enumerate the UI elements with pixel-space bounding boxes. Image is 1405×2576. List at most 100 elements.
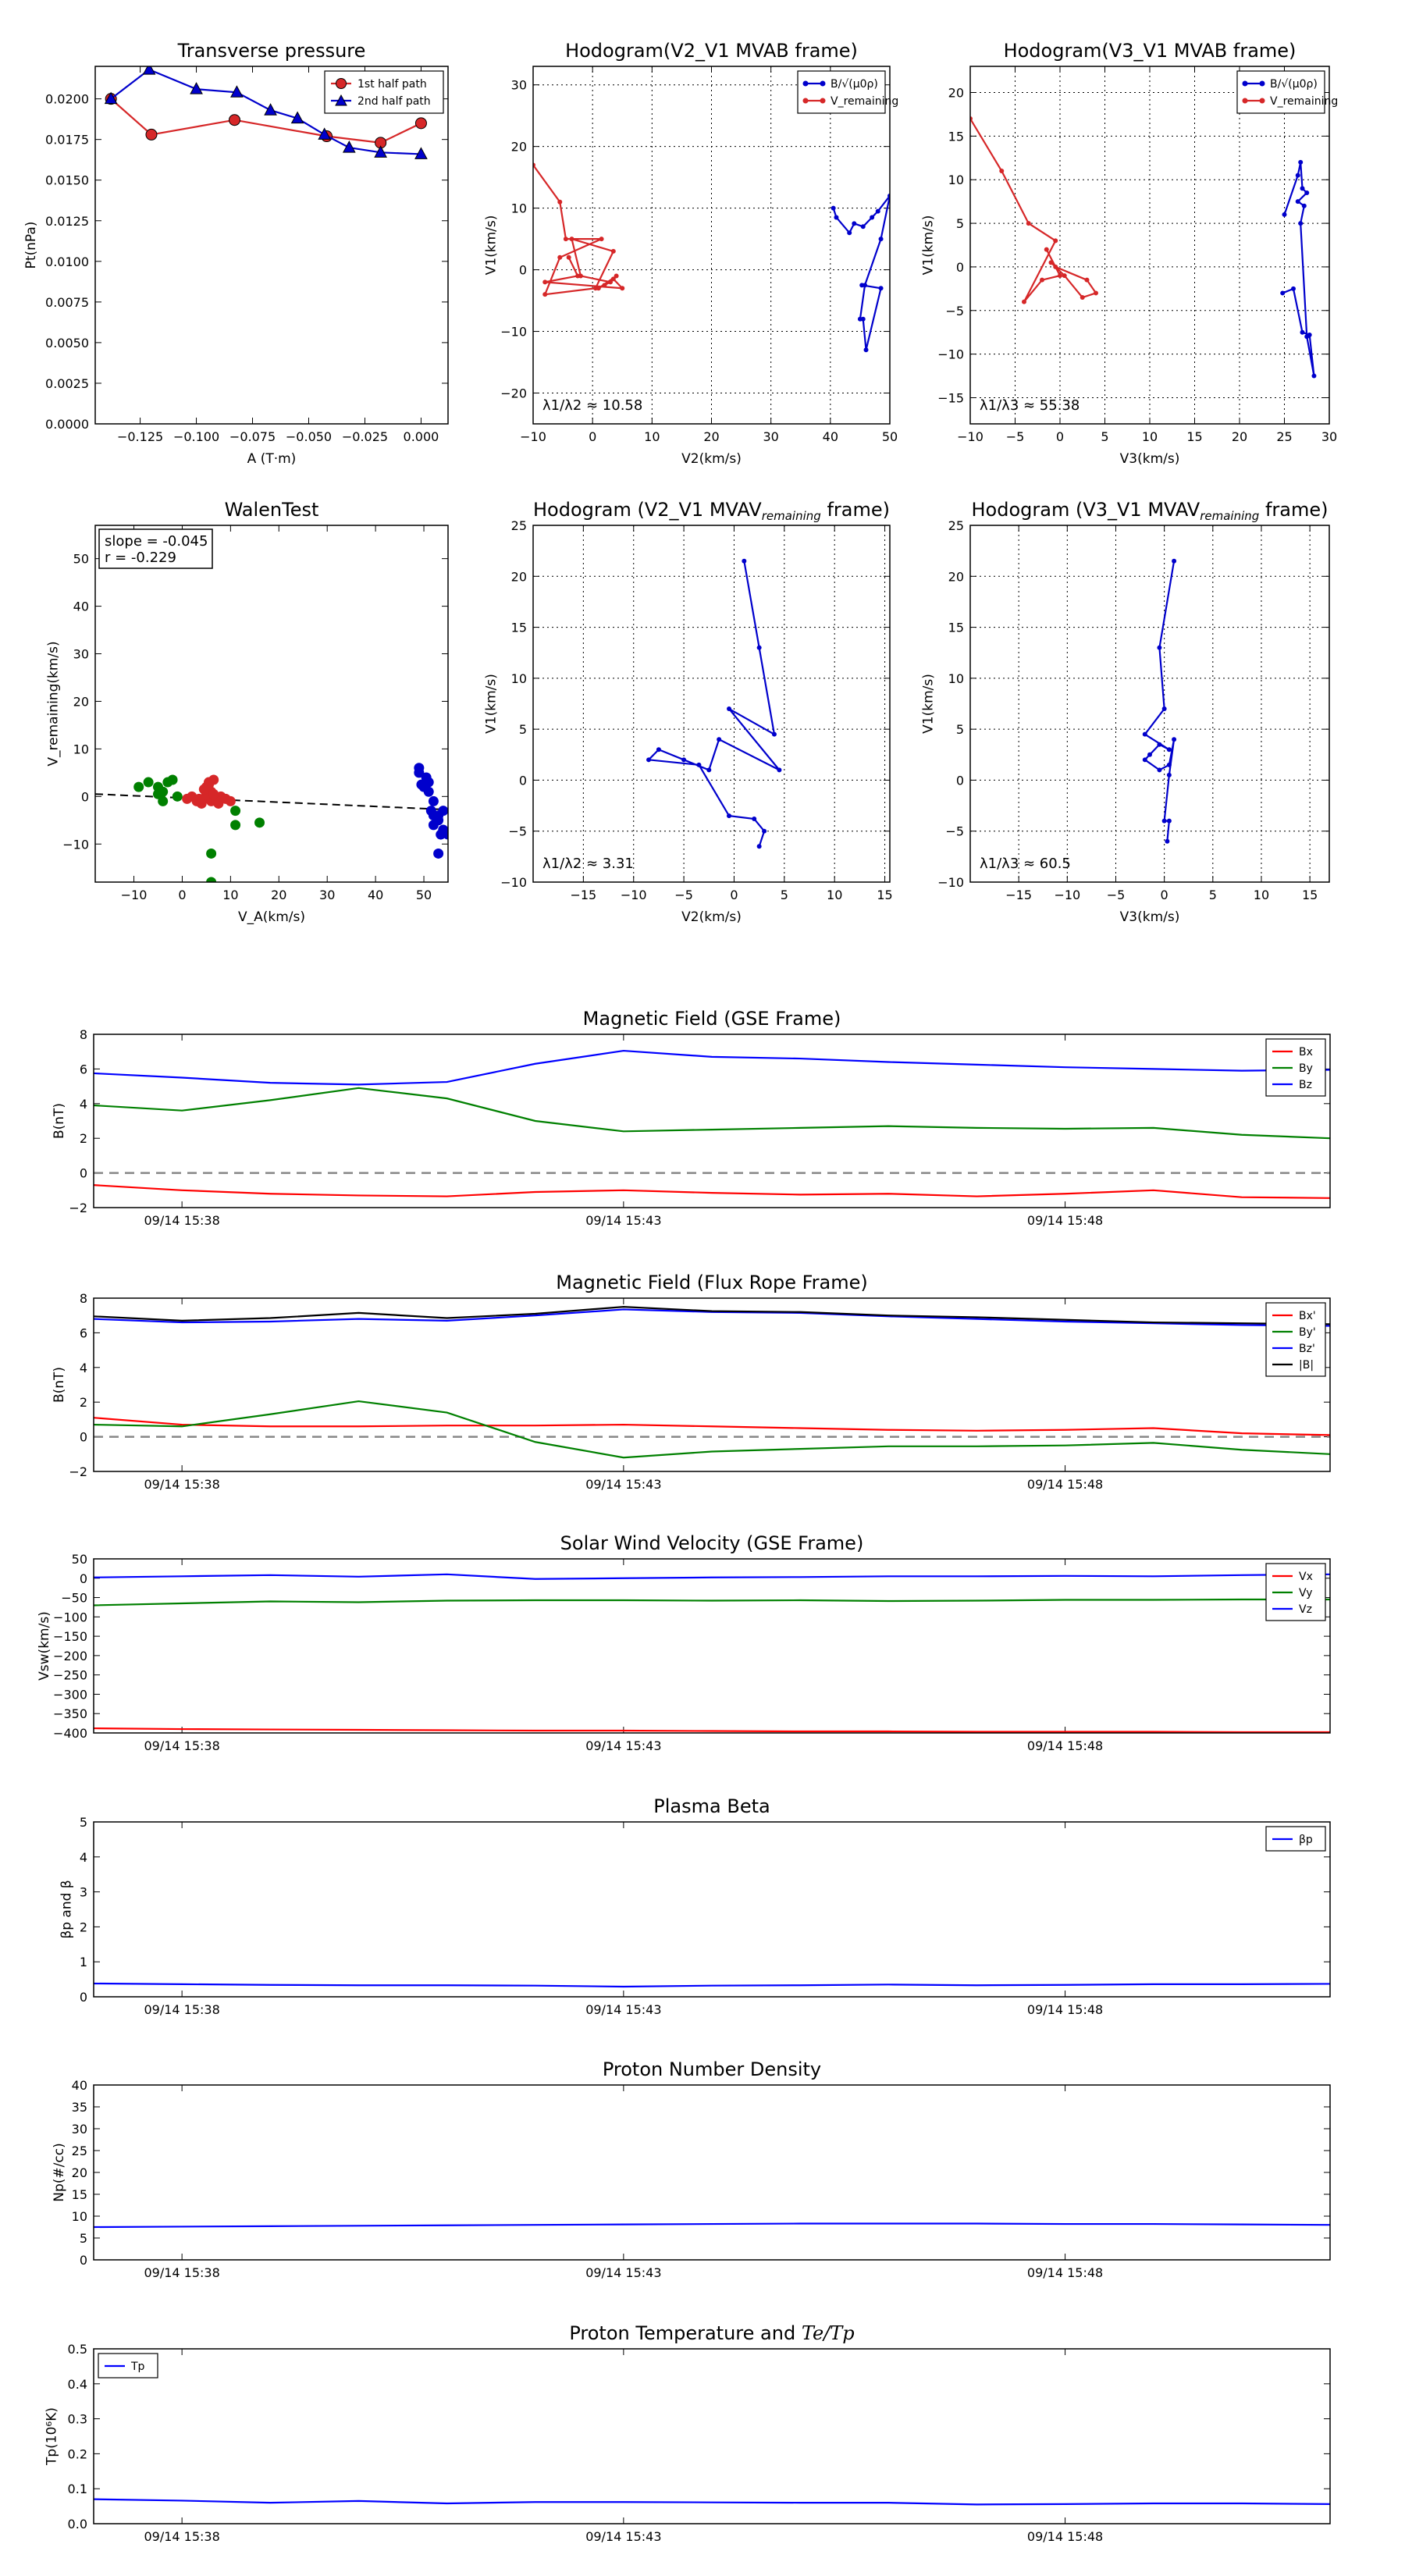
series-line [94, 1087, 1330, 1140]
y-tick-label: −10 [500, 325, 527, 340]
chart-title: Proton Temperature and Te/Tp [569, 2322, 854, 2344]
x-tick-label: −10 [621, 888, 647, 902]
data-point [104, 91, 118, 105]
plot-area [104, 66, 428, 159]
series-1 [94, 1184, 1330, 1199]
x-tick-label: 09/14 15:38 [144, 2002, 219, 2017]
series-line [832, 195, 890, 350]
x-axis-label: V2(km/s) [681, 451, 742, 467]
data-point [206, 877, 217, 882]
legend-marker [335, 94, 347, 106]
legend-frame [797, 70, 886, 114]
chart-hodogram-v3-v1-mvab: −10 −5 0 5 10 15 20 25 30 −15 −10 −5 0 5 10 15 20 Hodogra… [921, 40, 1339, 467]
y-tick-label: 20 [72, 2165, 87, 2180]
y-tick-label: 0.0075 [45, 295, 89, 310]
data-point [133, 781, 144, 792]
y-tick-label: 15 [72, 2187, 87, 2202]
x-tick-label: −0.050 [286, 429, 332, 444]
chart-walen-test: −10 0 10 20 30 40 50 −10 0 10 20 30 40 50 WalenTest V_A… [46, 499, 449, 925]
x-tick-label: 09/14 15:43 [585, 1477, 661, 1492]
legend-marker [1259, 98, 1265, 104]
series-line [94, 1400, 1330, 1459]
series-line [970, 118, 1097, 303]
y-tick-label: −10 [500, 875, 527, 890]
x-tick-label: 09/14 15:43 [585, 1738, 661, 1753]
y-tick-label: −5 [508, 824, 527, 839]
series-2 [94, 1087, 1330, 1140]
data-point [1172, 558, 1177, 564]
legend-label: βp [1299, 1834, 1313, 1846]
legend-label: Tp [130, 2361, 145, 2373]
x-tick-label: −0.100 [173, 429, 219, 444]
data-point [681, 757, 687, 763]
series-3 [94, 1308, 1330, 1327]
y-tick-label: 0 [519, 773, 527, 788]
data-point [599, 237, 604, 242]
y-tick-label: 15 [948, 129, 964, 144]
series-2 [104, 66, 428, 159]
y-axis-label: βp and β [59, 1880, 75, 1938]
plot-area [646, 558, 782, 849]
data-point [569, 237, 574, 242]
series-line [94, 1184, 1330, 1199]
title-text: Hodogram (V2_V1 MVAV [533, 499, 762, 521]
y-tick-label: 0.5 [68, 2342, 87, 2357]
data-point [852, 221, 857, 226]
data-point [1307, 333, 1312, 338]
series-line [1282, 162, 1315, 376]
series-3 [94, 1049, 1330, 1086]
data-point [727, 706, 732, 712]
data-point [416, 779, 427, 790]
y-axis-label: V1(km/s) [484, 215, 500, 276]
x-tick-label: 20 [1232, 429, 1247, 444]
y-tick-label: −100 [53, 1610, 87, 1624]
y-tick-label: 20 [73, 694, 89, 709]
legend-frame [324, 70, 444, 114]
data-point [1157, 742, 1162, 747]
y-tick-label: 5 [956, 722, 964, 737]
series-2 [533, 162, 625, 297]
x-tick-label: 09/14 15:38 [144, 2529, 219, 2544]
y-tick-label: 0.3 [68, 2412, 87, 2427]
data-point [1058, 273, 1062, 279]
x-tick-label: 0.000 [404, 429, 439, 444]
series-line [94, 1049, 1330, 1086]
data-point [142, 66, 156, 75]
x-tick-label: 09/14 15:43 [585, 2265, 661, 2280]
legend-label: Vy [1299, 1587, 1313, 1599]
series-line [1144, 560, 1176, 841]
y-tick-label: 0.0150 [45, 173, 89, 188]
data-point [264, 103, 277, 116]
data-point [167, 774, 178, 785]
data-point [656, 747, 661, 753]
y-tick-label: 0 [81, 789, 89, 804]
axes-frame [532, 66, 891, 425]
axes-frame [969, 66, 1330, 425]
data-point [1080, 295, 1085, 301]
chart-title: Magnetic Field (GSE Frame) [583, 1008, 841, 1030]
chart-transverse-pressure: −0.125 −0.100 −0.075 −0.050 −0.025 0.000 0.000… [23, 40, 449, 467]
legend-marker [336, 78, 347, 89]
annotation: λ1/λ2 ≈ 3.31 [542, 856, 634, 872]
data-point [1062, 273, 1067, 279]
y-tick-label: −10 [937, 875, 964, 890]
y-tick-label: 8 [80, 1291, 87, 1306]
x-axis-label: V3(km/s) [1120, 909, 1180, 925]
legend-label: By' [1299, 1326, 1316, 1339]
x-tick-label: 10 [1254, 888, 1269, 902]
legend-marker [1259, 80, 1265, 87]
x-tick-label: 0 [1056, 429, 1064, 444]
title-text: WalenTest [225, 499, 319, 521]
y-axis-label: Np(#/cc) [52, 2143, 67, 2201]
chart-title: Hodogram (V3_V1 MVAVremaining frame) [972, 499, 1329, 523]
legend-label: Bz' [1299, 1343, 1315, 1355]
series-2 [970, 116, 1098, 304]
y-tick-label: 0 [80, 1166, 87, 1181]
series-1 [94, 1727, 1330, 1733]
legend-label: Bx' [1299, 1310, 1316, 1322]
fit-line [94, 793, 449, 811]
y-tick-label: 2 [80, 1920, 87, 1934]
data-point [878, 286, 884, 291]
data-point [414, 117, 427, 130]
